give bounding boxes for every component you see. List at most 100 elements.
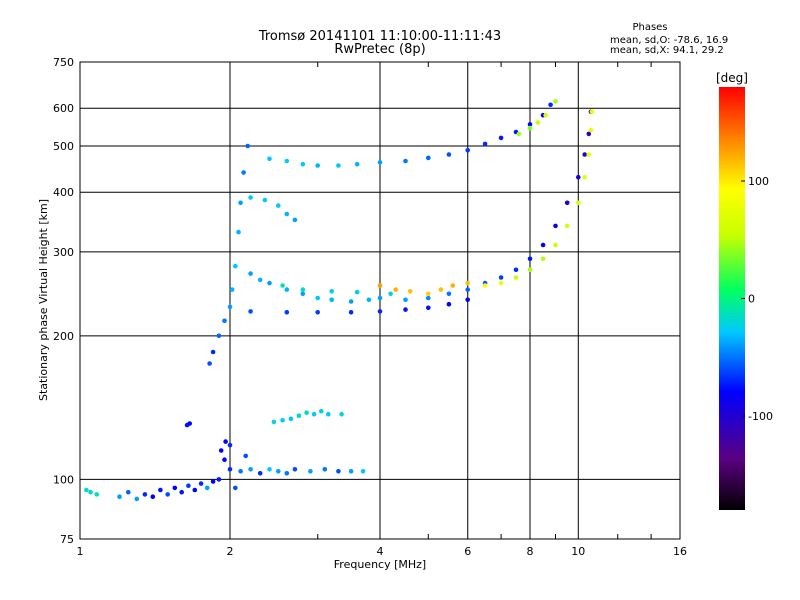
data-point xyxy=(582,174,587,180)
data-point xyxy=(446,301,452,307)
data-point xyxy=(535,120,541,125)
data-point xyxy=(284,310,290,315)
data-point xyxy=(527,125,533,131)
data-point xyxy=(142,492,148,497)
data-point xyxy=(94,492,99,497)
data-point xyxy=(354,289,360,295)
data-point xyxy=(426,291,431,297)
data-point xyxy=(233,263,238,269)
data-point xyxy=(218,448,224,453)
y-tick-label: 400 xyxy=(53,186,74,199)
data-point xyxy=(236,229,241,235)
data-point xyxy=(308,469,313,474)
data-point xyxy=(257,277,263,283)
data-point xyxy=(276,469,281,474)
data-point xyxy=(241,170,246,175)
data-point xyxy=(276,203,281,208)
data-point xyxy=(292,217,298,223)
data-point xyxy=(88,489,93,495)
data-point xyxy=(227,304,233,310)
data-point xyxy=(393,287,399,292)
stats-heading: Phases xyxy=(632,22,667,33)
data-point xyxy=(446,152,452,157)
data-point xyxy=(589,109,595,114)
x-tick-label: 4 xyxy=(377,545,384,558)
data-point xyxy=(300,161,306,167)
x-axis-label: Frequency [MHz] xyxy=(334,558,426,571)
data-point xyxy=(446,291,452,297)
data-point xyxy=(348,469,354,474)
data-point xyxy=(450,283,456,288)
data-point xyxy=(187,421,192,426)
data-point xyxy=(165,492,170,497)
data-point xyxy=(315,163,321,168)
data-point xyxy=(84,487,89,493)
data-point xyxy=(248,271,253,276)
data-point xyxy=(322,467,328,472)
data-point xyxy=(304,410,309,416)
x-tick-label: 1 xyxy=(77,545,84,558)
data-point xyxy=(172,485,178,491)
colorbar-label: [deg] xyxy=(716,71,748,85)
colorbar-tick-label: 100 xyxy=(748,175,769,188)
data-point xyxy=(296,413,302,419)
data-point xyxy=(586,131,592,137)
data-point xyxy=(150,494,156,500)
data-point xyxy=(248,467,253,472)
data-point xyxy=(465,297,471,303)
data-point xyxy=(207,361,212,366)
data-point xyxy=(482,141,488,147)
data-point xyxy=(216,477,222,482)
data-point xyxy=(311,411,317,417)
data-point xyxy=(319,408,324,414)
data-point xyxy=(222,318,227,324)
x-tick-label: 6 xyxy=(464,545,471,558)
data-point xyxy=(403,297,408,303)
data-point xyxy=(284,287,290,292)
data-point xyxy=(540,256,546,262)
data-point xyxy=(548,102,553,108)
y-tick-label: 750 xyxy=(53,56,74,69)
data-point xyxy=(426,305,431,311)
data-point xyxy=(186,483,191,489)
data-point xyxy=(198,481,204,486)
x-axis: 1 2 4 6 8 10 16 xyxy=(77,62,687,558)
data-point xyxy=(284,471,290,476)
data-point xyxy=(210,479,216,484)
data-point xyxy=(292,467,298,472)
data-point xyxy=(366,297,372,303)
y-axis: 75 100 200 300 400 500 600 750 xyxy=(53,56,74,546)
data-point xyxy=(516,131,522,137)
data-point xyxy=(348,299,354,304)
data-point xyxy=(498,135,504,141)
data-point xyxy=(513,267,519,273)
data-point xyxy=(553,99,558,104)
data-point xyxy=(553,242,558,248)
data-points xyxy=(84,99,595,502)
data-point xyxy=(204,485,210,491)
data-point xyxy=(257,471,263,476)
data-point xyxy=(336,469,341,474)
data-point xyxy=(426,295,431,301)
data-point xyxy=(377,283,383,288)
data-point xyxy=(482,283,488,288)
data-point xyxy=(158,487,163,493)
data-point xyxy=(117,494,122,500)
grid-lines xyxy=(80,62,680,539)
data-point xyxy=(586,152,592,157)
data-point xyxy=(465,147,471,153)
x-tick-label: 16 xyxy=(673,545,687,558)
data-point xyxy=(326,411,331,417)
data-point xyxy=(564,223,570,229)
data-point xyxy=(339,411,344,417)
data-point xyxy=(543,112,548,118)
data-point xyxy=(315,295,321,301)
data-point xyxy=(588,127,594,133)
data-point xyxy=(527,256,533,262)
chart-subtitle: RwPretec (8p) xyxy=(334,42,425,57)
y-tick-label: 500 xyxy=(53,140,74,153)
data-point xyxy=(498,280,504,286)
data-point xyxy=(300,287,306,292)
y-tick-label: 300 xyxy=(53,246,74,259)
